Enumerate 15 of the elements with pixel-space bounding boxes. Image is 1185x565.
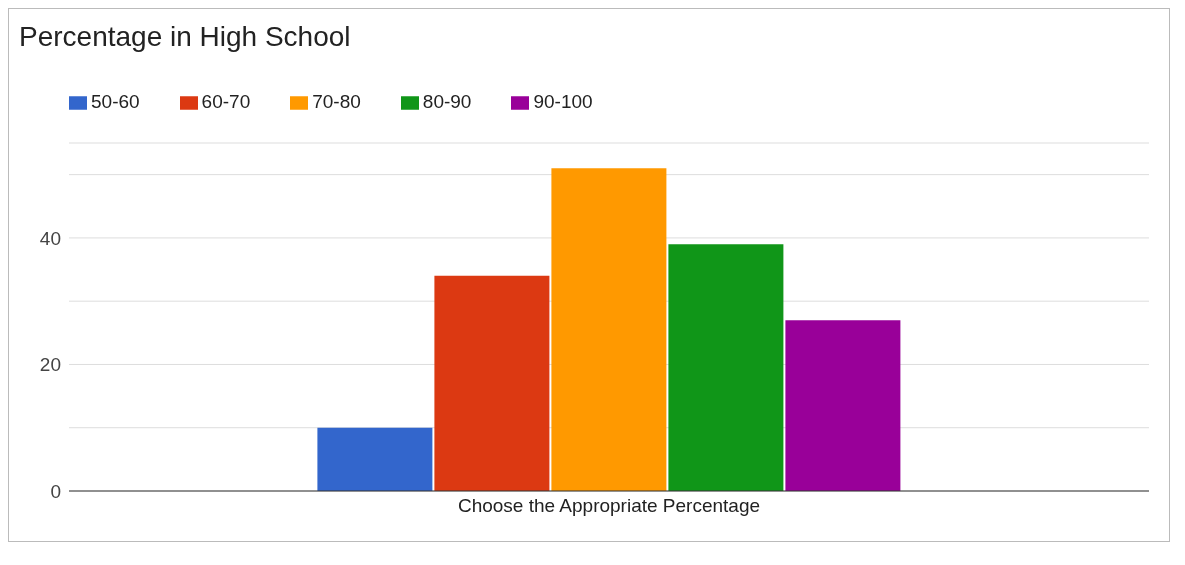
legend-label: 60-70 xyxy=(201,91,251,112)
y-tick-label: 20 xyxy=(39,354,61,376)
bar xyxy=(785,320,901,491)
legend-label: 80-90 xyxy=(422,91,472,112)
y-tick-label: 0 xyxy=(50,480,61,502)
x-tick-label: Choose the Appropriate Percentage xyxy=(457,495,761,517)
bar xyxy=(551,168,667,491)
bar xyxy=(668,244,784,491)
legend-label: 50-60 xyxy=(91,91,140,112)
legend-label: 70-80 xyxy=(312,91,361,112)
chart-title: Percentage in High School xyxy=(19,21,351,52)
bar xyxy=(434,275,550,491)
y-tick-label: 40 xyxy=(39,227,61,249)
legend-label: 90-100 xyxy=(533,91,593,112)
bar xyxy=(317,427,433,491)
